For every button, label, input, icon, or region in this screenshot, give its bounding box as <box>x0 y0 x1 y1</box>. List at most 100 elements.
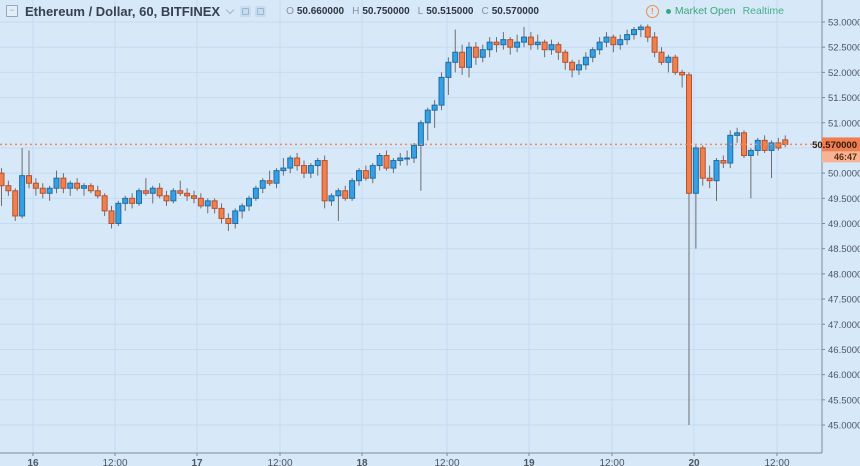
candle[interactable] <box>417 120 424 191</box>
candle[interactable] <box>507 37 514 55</box>
price-scale[interactable] <box>822 0 860 453</box>
candle[interactable] <box>562 49 569 70</box>
candle[interactable] <box>19 147 26 219</box>
candle[interactable] <box>686 72 692 425</box>
candle[interactable] <box>541 39 548 58</box>
candle[interactable] <box>521 27 527 48</box>
candle[interactable] <box>301 160 307 179</box>
candle[interactable] <box>142 178 149 196</box>
candle[interactable] <box>610 34 617 53</box>
warning-icon[interactable]: ! <box>645 4 659 18</box>
candle[interactable] <box>644 24 651 43</box>
candle[interactable] <box>273 168 280 189</box>
candle[interactable] <box>679 69 686 88</box>
candle[interactable] <box>191 190 197 204</box>
candle[interactable] <box>129 193 136 209</box>
candle[interactable] <box>692 145 699 249</box>
candle[interactable] <box>782 135 789 148</box>
candle[interactable] <box>177 180 184 196</box>
candle[interactable] <box>514 34 521 53</box>
candle[interactable] <box>555 42 562 60</box>
candle[interactable] <box>356 168 362 186</box>
candle[interactable] <box>589 47 596 63</box>
candle[interactable] <box>0 168 5 206</box>
candle[interactable] <box>266 170 273 186</box>
candle[interactable] <box>727 130 734 169</box>
candle[interactable] <box>431 100 438 128</box>
candle[interactable] <box>411 142 417 164</box>
candle[interactable] <box>204 198 211 214</box>
candle[interactable] <box>232 208 239 229</box>
candle[interactable] <box>115 200 122 227</box>
candle[interactable] <box>87 183 94 194</box>
legend-quick-button-2[interactable] <box>255 5 267 17</box>
candle[interactable] <box>603 32 610 48</box>
candle[interactable] <box>122 195 129 211</box>
candle[interactable] <box>156 183 163 199</box>
candle[interactable] <box>713 158 720 201</box>
candle[interactable] <box>637 24 644 38</box>
candle[interactable] <box>328 193 335 206</box>
candle[interactable] <box>46 185 53 201</box>
candle[interactable] <box>527 32 534 50</box>
candle[interactable] <box>218 203 225 224</box>
candle[interactable] <box>349 178 356 201</box>
candle[interactable] <box>452 29 459 73</box>
candle[interactable] <box>32 178 39 196</box>
candle[interactable] <box>287 155 294 174</box>
candle[interactable] <box>397 152 404 166</box>
candle[interactable] <box>479 44 486 63</box>
candle[interactable] <box>321 155 328 209</box>
candle[interactable] <box>294 152 301 171</box>
candle[interactable] <box>720 155 727 169</box>
candle[interactable] <box>404 150 411 166</box>
candle[interactable] <box>390 158 397 174</box>
candle[interactable] <box>335 188 342 221</box>
candle[interactable] <box>631 27 637 40</box>
candle[interactable] <box>81 183 87 196</box>
candle[interactable] <box>672 54 679 75</box>
candle[interactable] <box>12 188 19 221</box>
candle[interactable] <box>74 178 81 191</box>
candle[interactable] <box>314 158 321 176</box>
candle[interactable] <box>706 165 713 189</box>
candle[interactable] <box>493 37 500 53</box>
candle[interactable] <box>101 193 108 216</box>
chevron-down-icon[interactable] <box>225 5 235 14</box>
candle[interactable] <box>67 180 74 196</box>
candle[interactable] <box>534 34 541 50</box>
symbol-title[interactable]: Ethereum / Dollar, 60, BITFINEX <box>25 3 221 19</box>
candle[interactable] <box>548 39 555 55</box>
candle[interactable] <box>26 150 32 189</box>
candle[interactable] <box>596 37 603 55</box>
candle[interactable] <box>259 178 266 194</box>
candle[interactable] <box>211 198 218 214</box>
candle[interactable] <box>170 188 177 204</box>
candle[interactable] <box>445 57 452 96</box>
candle[interactable] <box>39 183 46 199</box>
candle[interactable] <box>617 34 624 50</box>
candle[interactable] <box>500 32 507 50</box>
candle[interactable] <box>5 180 12 196</box>
candle[interactable] <box>163 190 170 206</box>
candle[interactable] <box>184 188 191 201</box>
candle[interactable] <box>747 147 754 199</box>
collapse-pane-icon[interactable]: − <box>6 5 18 17</box>
candle[interactable] <box>342 185 349 201</box>
candle[interactable] <box>239 203 246 219</box>
candle[interactable] <box>252 185 259 201</box>
candle[interactable] <box>376 152 383 171</box>
candle[interactable] <box>658 47 665 65</box>
candle[interactable] <box>369 163 376 184</box>
candle[interactable] <box>754 137 761 156</box>
candle[interactable] <box>699 145 706 186</box>
candle[interactable] <box>761 135 768 153</box>
candle[interactable] <box>307 163 314 179</box>
candle[interactable] <box>53 170 60 194</box>
candle[interactable] <box>246 195 252 211</box>
candle[interactable] <box>624 29 631 45</box>
candle[interactable] <box>225 213 232 232</box>
candle[interactable] <box>486 37 493 58</box>
candle[interactable] <box>136 188 142 206</box>
